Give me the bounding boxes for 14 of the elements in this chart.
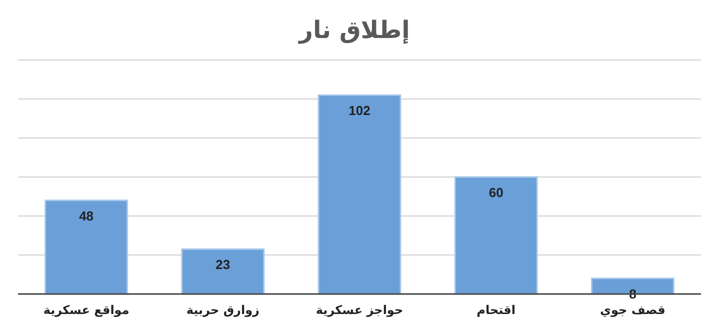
data-label: 48 — [79, 208, 94, 224]
bar — [454, 176, 538, 295]
data-label: 23 — [216, 257, 230, 272]
x-tick-label: حواجز عسكرية — [316, 303, 404, 317]
chart-title: إطلاق نار — [298, 16, 410, 44]
data-label: 60 — [488, 185, 504, 200]
bar — [44, 200, 128, 295]
x-tick-label: اقتحام — [476, 303, 516, 317]
x-tick-label: مواقع عسكرية — [43, 303, 130, 317]
x-tick-label: زوارق حربية — [186, 303, 260, 317]
bar — [318, 94, 402, 295]
bar — [181, 248, 265, 295]
x-tick-label: قصف جوي — [600, 303, 666, 317]
data-label: 102 — [348, 103, 370, 118]
